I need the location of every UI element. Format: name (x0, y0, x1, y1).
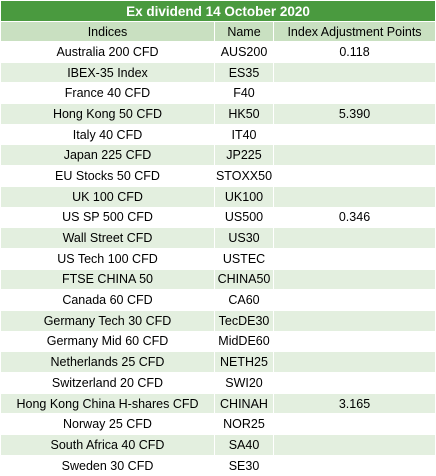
index-cell: US SP 500 CFD (0, 206, 215, 229)
name-cell: USTEC (214, 247, 274, 270)
name-cell: SA40 (214, 434, 274, 456)
adjustment-points-cell (273, 144, 436, 167)
adjustment-points-cell (273, 82, 436, 105)
name-cell: NOR25 (214, 413, 274, 436)
name-cell: CA60 (214, 289, 274, 311)
table-row: Wall Street CFD US30 (0, 227, 436, 249)
table-row: Italy 40 CFD IT40 (0, 123, 436, 146)
adjustment-points-cell (273, 61, 436, 84)
name-cell: CHINA50 (214, 268, 274, 291)
table-title-row: Ex dividend 14 October 2020 (0, 0, 436, 22)
table-row: Norway 25 CFD NOR25 (0, 413, 436, 436)
index-cell: Hong Kong 50 CFD (0, 103, 215, 125)
adjustment-points-cell (273, 247, 436, 270)
table-row: France 40 CFD F40 (0, 82, 436, 105)
table-row: Switzerland 20 CFD SWI20 (0, 372, 436, 394)
name-cell: SWI20 (214, 372, 274, 394)
name-cell: AUS200 (214, 41, 274, 63)
column-header-indices: Indices (0, 21, 215, 42)
table-row: Germany Tech 30 CFD TecDE30 (0, 309, 436, 332)
adjustment-points-cell (273, 123, 436, 146)
name-cell: US500 (214, 206, 274, 229)
table-row: EU Stocks 50 CFD STOXX50 (0, 165, 436, 187)
name-cell: HK50 (214, 103, 274, 125)
adjustment-points-cell (273, 227, 436, 249)
table-body: Australia 200 CFD AUS200 0.118 IBEX-35 Inde… (0, 41, 436, 476)
index-cell: Norway 25 CFD (0, 413, 215, 436)
column-header-name: Name (214, 21, 274, 42)
table-row: Japan 225 CFD JP225 (0, 144, 436, 167)
adjustment-points-cell (273, 309, 436, 332)
index-cell: Wall Street CFD (0, 227, 215, 249)
adjustment-points-cell (273, 351, 436, 373)
adjustment-points-cell: 5.390 (273, 103, 436, 125)
table-row: Canada 60 CFD CA60 (0, 289, 436, 311)
name-cell: ES35 (214, 61, 274, 84)
name-cell: TecDE30 (214, 309, 274, 332)
adjustment-points-cell (273, 434, 436, 456)
index-cell: Japan 225 CFD (0, 144, 215, 167)
index-cell: Hong Kong China H-shares CFD (0, 392, 215, 415)
table-row: US SP 500 CFD US500 0.346 (0, 206, 436, 229)
index-cell: Italy 40 CFD (0, 123, 215, 146)
index-cell: US Tech 100 CFD (0, 247, 215, 270)
table-title: Ex dividend 14 October 2020 (0, 0, 436, 22)
index-cell: UK 100 CFD (0, 185, 215, 208)
table-row: US Tech 100 CFD USTEC (0, 247, 436, 270)
name-cell: UK100 (214, 185, 274, 208)
table-row: South Africa 40 CFD SA40 (0, 434, 436, 456)
adjustment-points-cell (273, 372, 436, 394)
adjustment-points-cell: 0.118 (273, 41, 436, 63)
adjustment-points-cell: 0.346 (273, 206, 436, 229)
table-row: UK 100 CFD UK100 (0, 185, 436, 208)
table-row: Hong Kong China H-shares CFD CHINAH 3.165 (0, 392, 436, 415)
table-row: Germany Mid 60 CFD MidDE60 (0, 330, 436, 353)
adjustment-points-cell (273, 165, 436, 187)
index-cell: Canada 60 CFD (0, 289, 215, 311)
index-cell: Australia 200 CFD (0, 41, 215, 63)
table-row: Hong Kong 50 CFD HK50 5.390 (0, 103, 436, 125)
index-cell: IBEX-35 Index (0, 61, 215, 84)
adjustment-points-cell (273, 268, 436, 291)
name-cell: F40 (214, 82, 274, 105)
column-header-adjustment-points: Index Adjustment Points (273, 21, 436, 42)
name-cell: US30 (214, 227, 274, 249)
table-row: IBEX-35 Index ES35 (0, 61, 436, 84)
table-header-row: Indices Name Index Adjustment Points (0, 21, 436, 42)
index-cell: Germany Mid 60 CFD (0, 330, 215, 353)
index-cell: Sweden 30 CFD (0, 454, 215, 476)
name-cell: STOXX50 (214, 165, 274, 187)
name-cell: JP225 (214, 144, 274, 167)
index-cell: France 40 CFD (0, 82, 215, 105)
adjustment-points-cell (273, 289, 436, 311)
name-cell: MidDE60 (214, 330, 274, 353)
adjustment-points-cell (273, 185, 436, 208)
table-row: Netherlands 25 CFD NETH25 (0, 351, 436, 373)
table-row: Sweden 30 CFD SE30 (0, 454, 436, 476)
name-cell: CHINAH (214, 392, 274, 415)
index-cell: EU Stocks 50 CFD (0, 165, 215, 187)
adjustment-points-cell (273, 413, 436, 436)
table-row: FTSE CHINA 50 CHINA50 (0, 268, 436, 291)
table-row: Australia 200 CFD AUS200 0.118 (0, 41, 436, 63)
adjustment-points-cell (273, 330, 436, 353)
index-cell: Germany Tech 30 CFD (0, 309, 215, 332)
adjustment-points-cell (273, 454, 436, 476)
name-cell: IT40 (214, 123, 274, 146)
index-cell: South Africa 40 CFD (0, 434, 215, 456)
adjustment-points-cell: 3.165 (273, 392, 436, 415)
index-cell: Switzerland 20 CFD (0, 372, 215, 394)
name-cell: NETH25 (214, 351, 274, 373)
index-cell: Netherlands 25 CFD (0, 351, 215, 373)
name-cell: SE30 (214, 454, 274, 476)
index-cell: FTSE CHINA 50 (0, 268, 215, 291)
